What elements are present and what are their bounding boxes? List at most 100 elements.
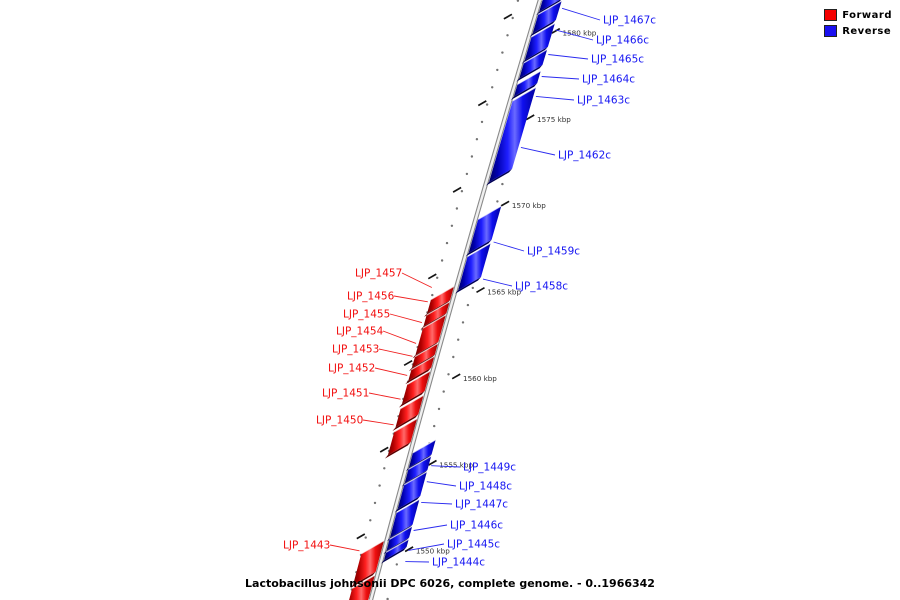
- gene-label-LJP_1444c[interactable]: LJP_1444c: [432, 557, 485, 569]
- gene-block-shadow: [529, 19, 556, 37]
- gene-block-partial[interactable]: [345, 575, 375, 600]
- gene-block-LJP_1449c[interactable]: [408, 439, 436, 468]
- minor-tick-dot: [378, 484, 381, 487]
- gene-block-LJP_1448c[interactable]: [404, 456, 432, 484]
- minor-tick-dot: [457, 338, 460, 341]
- major-tick-dash: [500, 200, 510, 207]
- gene-block-LJP_1457[interactable]: [427, 286, 454, 314]
- gene-label-LJP_1445c[interactable]: LJP_1445c: [447, 539, 500, 551]
- gene-block-LJP_1453[interactable]: [408, 356, 435, 381]
- gene-label-LJP_1464c[interactable]: LJP_1464c: [582, 74, 635, 86]
- gene-label-LJP_1454[interactable]: LJP_1454: [336, 326, 384, 338]
- scale-tick-label: 1575 kbp: [537, 115, 571, 124]
- gene-label-LJP_1459c[interactable]: LJP_1459c: [527, 246, 580, 258]
- gene-block-bevel: [351, 574, 376, 589]
- gene-block-LJP_1447c[interactable]: [397, 471, 427, 510]
- gene-label-LJP_1443[interactable]: LJP_1443: [283, 540, 330, 552]
- gene-block-shadow: [398, 391, 425, 408]
- gene-block-LJP_1450[interactable]: [387, 418, 418, 456]
- gene-block-bevel: [393, 418, 418, 433]
- gene-label-LJP_1466c[interactable]: LJP_1466c: [596, 35, 649, 47]
- gene-block-LJP_1462c[interactable]: [489, 87, 536, 183]
- leader-line-LJP_1456: [393, 295, 428, 303]
- genome-centerline: [368, 0, 543, 600]
- leader-line-LJP_1467c: [561, 7, 601, 21]
- minor-tick-dot: [433, 424, 436, 428]
- scale-tick-label: 1565 kbp: [487, 288, 521, 297]
- minor-tick-dot: [440, 259, 444, 262]
- gene-block-LJP_1465c[interactable]: [524, 23, 555, 61]
- gene-label-LJP_1447c[interactable]: LJP_1447c: [455, 499, 508, 511]
- minor-tick-dot: [511, 16, 514, 20]
- gene-block-shadow: [455, 277, 481, 294]
- gene-blocks: [345, 0, 568, 600]
- leader-line-LJP_1446c: [413, 524, 448, 531]
- gene-label-LJP_1462c[interactable]: LJP_1462c: [558, 150, 611, 162]
- gene-label-LJP_1465c[interactable]: LJP_1465c: [591, 54, 644, 66]
- leader-line-LJP_1443: [329, 544, 360, 552]
- minor-tick-dot: [436, 276, 439, 279]
- minor-tick-dot: [465, 172, 469, 176]
- gene-block-LJP_1466c[interactable]: [532, 0, 562, 34]
- gene-block-LJP_1444c[interactable]: [384, 539, 409, 561]
- major-tick-dash: [525, 114, 535, 121]
- gene-label-LJP_1452[interactable]: LJP_1452: [328, 363, 375, 375]
- major-tick-dash: [551, 27, 561, 34]
- gene-block-LJP_1467c[interactable]: [539, 0, 568, 12]
- scale-tick-label: 1570 kbp: [512, 201, 546, 210]
- gene-block-LJP_1459c[interactable]: [468, 206, 502, 253]
- major-tick-dash: [503, 13, 513, 20]
- minor-tick-dot: [383, 467, 386, 470]
- gene-block-LJP_1463c[interactable]: [513, 71, 541, 97]
- gene-labels: LJP_1467c LJP_1466c LJP_1465c LJP_1464c LJP_…: [283, 15, 656, 569]
- gene-block-LJP_1446c[interactable]: [390, 499, 420, 538]
- gene-block-LJP_1464c[interactable]: [519, 49, 548, 79]
- major-tick-dash: [477, 100, 487, 107]
- gene-label-LJP_1458c[interactable]: LJP_1458c: [515, 281, 568, 293]
- major-tick-dash: [428, 459, 437, 466]
- gene-block-bevel: [400, 394, 424, 410]
- gene-label-LJP_1455[interactable]: LJP_1455: [343, 309, 390, 321]
- gene-block-LJP_1451[interactable]: [395, 395, 424, 428]
- gene-block-LJP_1452[interactable]: [401, 371, 431, 405]
- gene-shadows: [350, 0, 561, 589]
- gene-block-bevel: [426, 301, 450, 316]
- gene-block-shadow: [350, 571, 376, 589]
- gene-block-bevel: [408, 455, 432, 470]
- gene-block-LJP_1454[interactable]: [411, 343, 438, 368]
- gene-label-LJP_1449c[interactable]: LJP_1449c: [463, 462, 516, 474]
- gene-block-shadow: [384, 442, 411, 459]
- major-tick-dash: [404, 546, 414, 553]
- leader-line-LJP_1450: [362, 419, 394, 426]
- gene-block-bevel: [523, 48, 548, 64]
- gene-label-LJP_1457[interactable]: LJP_1457: [355, 268, 402, 280]
- gene-label-LJP_1450[interactable]: LJP_1450: [316, 415, 363, 427]
- label-leader-lines: [329, 7, 601, 563]
- gene-label-LJP_1453[interactable]: LJP_1453: [332, 344, 379, 356]
- gene-label-LJP_1446c[interactable]: LJP_1446c: [450, 520, 503, 532]
- gene-block-bevel: [407, 370, 431, 385]
- minor-tick-dot: [461, 321, 465, 324]
- gene-block-bevel: [403, 471, 428, 486]
- gene-block-shadow: [516, 64, 543, 82]
- gene-label-LJP_1456[interactable]: LJP_1456: [347, 291, 395, 303]
- scale-labels: 1550 kbp 1555 kbp 1560 kbp 1565 kbp 1570 kbp…: [416, 29, 597, 556]
- minor-tick-dot: [501, 51, 504, 54]
- gene-label-LJP_1451[interactable]: LJP_1451: [322, 388, 369, 400]
- gene-block-LJP_1445c[interactable]: [386, 526, 413, 551]
- minor-tick-dot: [496, 68, 499, 72]
- gene-label-LJP_1448c[interactable]: LJP_1448c: [459, 481, 512, 493]
- gene-block-LJP_1458c[interactable]: [458, 243, 491, 291]
- scale-tick-label: 1580 kbp: [563, 29, 597, 38]
- gene-label-LJP_1463c[interactable]: LJP_1463c: [577, 95, 630, 107]
- gene-block-LJP_1455[interactable]: [415, 314, 446, 355]
- gene-block-shadow: [381, 547, 407, 564]
- minor-tick-dot: [431, 293, 434, 297]
- leader-line-LJP_1462c: [520, 146, 556, 156]
- gene-block-LJP_1456[interactable]: [423, 301, 450, 327]
- gene-label-LJP_1467c[interactable]: LJP_1467c: [603, 15, 656, 27]
- gene-block-LJP_1443[interactable]: [353, 540, 384, 585]
- gene-block-shadow: [486, 168, 513, 186]
- major-tick-dash: [427, 273, 437, 280]
